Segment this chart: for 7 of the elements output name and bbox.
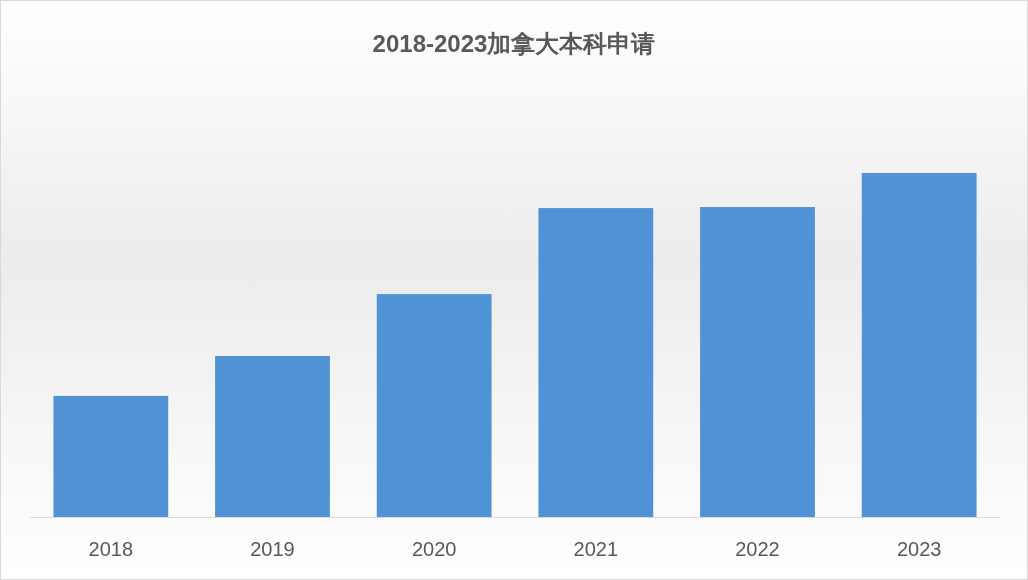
x-tick-label: 2018 (88, 538, 134, 560)
x-tick-label: 2020 (411, 538, 457, 560)
x-tick-label: 2021 (573, 538, 619, 560)
x-tick-label: 2022 (735, 538, 780, 560)
x-tick-label: 2023 (896, 538, 942, 560)
x-tick-label: 2019 (250, 538, 295, 560)
chart-title: 2018-2023加拿大本科申请 (372, 30, 656, 57)
